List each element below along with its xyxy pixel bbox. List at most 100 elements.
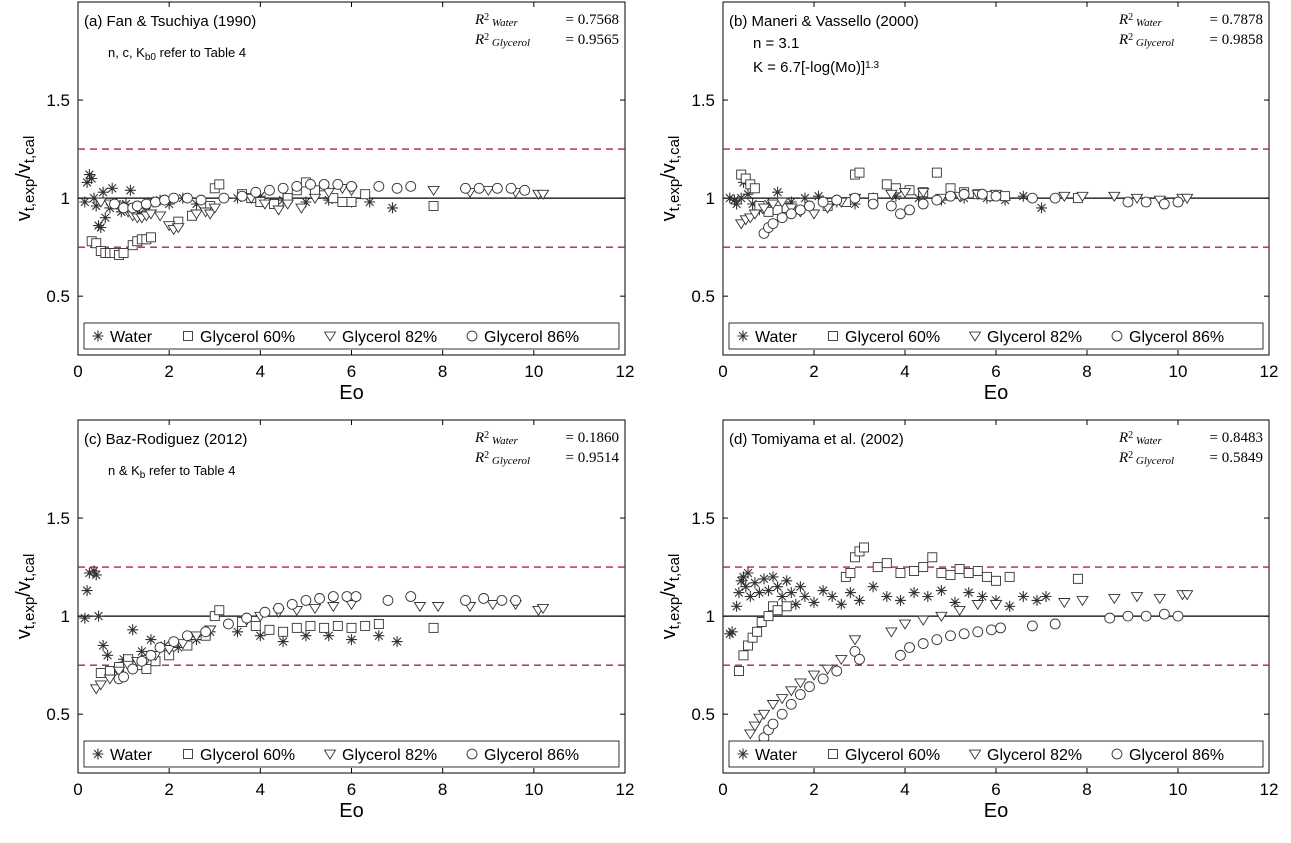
data-point-star <box>254 190 266 202</box>
data-point-triangle <box>885 627 898 638</box>
data-point-circle <box>318 178 330 190</box>
legend-box <box>728 740 1264 768</box>
data-point-triangle <box>413 602 427 613</box>
legend-label: Water <box>110 329 153 346</box>
data-point-circle <box>785 698 797 710</box>
data-point-triangle <box>486 600 500 611</box>
data-point-star <box>364 196 376 208</box>
data-point-triangle <box>208 203 222 214</box>
data-point-square <box>319 622 330 633</box>
data-point-star <box>387 202 398 214</box>
legend-marker-star <box>92 748 104 760</box>
data-point-star <box>785 587 797 599</box>
data-point-square <box>346 622 357 633</box>
x-tick-label: 0 <box>718 362 727 381</box>
data-point-triangle <box>308 193 322 204</box>
data-point-star <box>95 222 107 233</box>
data-point-star <box>922 591 934 602</box>
note-text: refer to Table 4 <box>156 45 246 60</box>
data-point-star <box>1017 190 1029 202</box>
x-tick-label: 10 <box>524 780 543 799</box>
data-point-star <box>83 567 95 579</box>
data-point-star <box>106 182 118 194</box>
r2-label: R2 Glycerol <box>474 32 530 50</box>
data-point-star <box>799 192 811 204</box>
data-point-star <box>742 188 754 200</box>
data-point-square <box>337 197 348 207</box>
data-point-circle <box>168 192 180 204</box>
data-point-square <box>881 179 892 190</box>
data-point-triangle <box>775 197 789 208</box>
data-point-square <box>214 605 225 616</box>
data-point-circle <box>976 188 988 200</box>
y-tick-label: 0.5 <box>691 287 715 306</box>
data-point-triangle <box>885 189 898 200</box>
data-point-star <box>102 649 114 661</box>
data-point-circle <box>1049 192 1061 204</box>
data-point-star <box>88 192 100 204</box>
data-point-circle <box>305 178 316 190</box>
ylabel-main: v <box>13 629 35 639</box>
data-point-star <box>1004 600 1016 612</box>
data-point-triangle <box>821 664 834 675</box>
data-point-triangle <box>794 678 807 689</box>
data-point-circle <box>785 208 797 220</box>
legend-marker-circle <box>466 330 478 342</box>
data-point-square <box>872 562 883 573</box>
r2-symbol: R <box>1118 450 1128 466</box>
y-axis-label: vt,exp/vt,cal <box>13 554 38 640</box>
panel-note: n = 3.1 <box>753 35 799 52</box>
data-point-star <box>1017 591 1029 602</box>
r2-subscript: Glycerol <box>489 455 530 467</box>
x-axis-label: Eo <box>984 382 1008 404</box>
r2-symbol: R <box>474 450 484 466</box>
note-text: n = 3.1 <box>753 35 799 52</box>
data-point-star <box>844 587 856 599</box>
legend-marker-circle <box>466 748 478 760</box>
y-tick-label: 1 <box>706 189 715 208</box>
data-point-square <box>373 618 384 629</box>
data-point-square <box>756 617 767 627</box>
data-point-star <box>913 192 925 204</box>
r2-label: R2 Water <box>474 12 519 30</box>
data-point-triangle <box>481 185 495 197</box>
panel-d: 0 2 4 6 8 10 12 0.5 1 1.5 (d) Tomiyama et al. (200… <box>658 419 1279 822</box>
data-point-circle <box>849 192 861 204</box>
data-point-triangle <box>743 729 757 740</box>
data-point-star <box>753 587 765 599</box>
data-point-circle <box>958 188 970 200</box>
y-tick-label: 1 <box>61 189 70 208</box>
ylabel-slash: /v <box>13 581 35 597</box>
y-axis-label: vt,exp/vt,cal <box>658 554 683 640</box>
r2-exponent: 2 <box>484 12 489 23</box>
data-point-star <box>963 587 975 599</box>
ylabel-sub: t,cal <box>21 136 38 164</box>
ylabel-sub: t,cal <box>21 554 38 582</box>
data-point-circle <box>332 178 344 190</box>
data-point-circle <box>995 622 1006 634</box>
r2-label: R2 Water <box>1118 430 1163 448</box>
data-point-circle <box>327 591 339 602</box>
ylabel-sub: t,cal <box>666 554 683 582</box>
data-point-circle <box>958 628 970 640</box>
panel-note: n, c, Kb0 refer to Table 4 <box>108 45 246 63</box>
data-point-star <box>300 630 312 642</box>
legend-label: Glycerol 60% <box>200 329 295 346</box>
data-point-star <box>724 192 736 204</box>
data-point-triangle <box>536 189 550 200</box>
data-point-circle <box>1172 196 1184 208</box>
data-point-star <box>124 184 136 196</box>
data-point-triangle <box>326 602 340 613</box>
legend-marker-triangle <box>323 749 337 760</box>
data-point-circle <box>519 184 531 196</box>
legend-label: Glycerol 86% <box>484 747 579 764</box>
legend-label: Water <box>755 747 798 764</box>
data-point-square <box>118 248 129 258</box>
data-point-circle <box>945 630 956 642</box>
r2-exponent: 2 <box>1128 32 1133 43</box>
x-tick-label: 12 <box>1260 780 1279 799</box>
y-tick-label: 0.5 <box>46 705 70 724</box>
data-point-star <box>391 636 403 648</box>
r2-label: R2 Water <box>1118 12 1163 30</box>
